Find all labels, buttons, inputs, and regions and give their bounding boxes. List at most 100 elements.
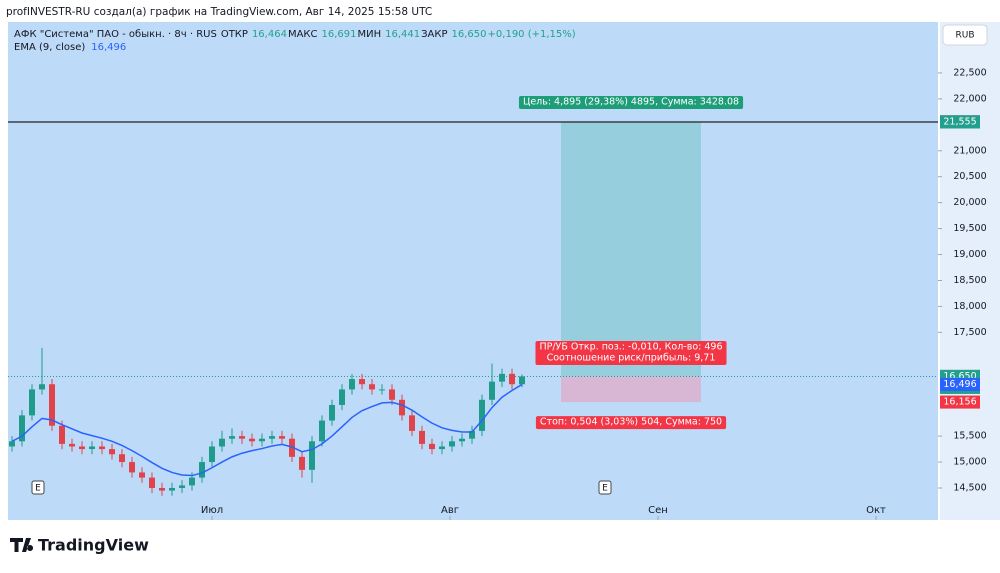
y-tick-label: 20,500 (953, 171, 986, 182)
y-tick-label: 20,000 (953, 197, 986, 208)
ema-line (11, 383, 523, 477)
logo-icon (10, 538, 34, 552)
candle-body (99, 446, 105, 450)
candle-body (39, 384, 45, 390)
price-label-box (940, 377, 980, 391)
header: profINVESTR-RU создал(а) график на Tradi… (6, 6, 432, 18)
event-label: E (602, 484, 608, 494)
plot-area (8, 22, 938, 520)
candle-body (479, 399, 485, 431)
candle-body (19, 415, 25, 442)
stop-label: Стоп: 0,504 (3,03%) 504, Сумма: 750 (540, 417, 722, 428)
y-tick-label: 15,500 (953, 431, 986, 442)
x-tick-label: Окт (866, 505, 886, 516)
candle-body (339, 389, 345, 405)
candle-body (299, 456, 305, 470)
candle-body (89, 446, 95, 450)
y-tick-label: 15,000 (953, 457, 986, 468)
candle-body (509, 373, 515, 385)
price-label: 16,496 (943, 379, 976, 390)
ema-legend-value: 16,496 (91, 42, 126, 53)
candle-body (239, 436, 245, 439)
price-label: 16,156 (943, 397, 976, 408)
price-label-box (940, 115, 980, 129)
pnl-label: ПР/УБ Откр. поз.: -0,010, Кол-во: 496 (539, 342, 722, 353)
candle-body (209, 446, 215, 463)
target-zone (561, 121, 701, 377)
y-tick-label: 18,500 (953, 275, 986, 286)
ema-legend: EMA (9, close) (14, 42, 85, 53)
candle-body (379, 389, 385, 391)
legend-item: 16,441 (385, 29, 420, 40)
event-marker (31, 480, 45, 495)
candle-body (49, 384, 55, 426)
candle-body (59, 425, 65, 444)
price-label: 21,555 (943, 116, 976, 127)
candle-body (469, 430, 475, 439)
candle-body (69, 443, 75, 447)
candle-body (199, 462, 205, 478)
legend-item: АФК "Система" ПАО - обыкн. · 8ч · RUS (14, 29, 217, 40)
currency-button[interactable] (942, 24, 988, 46)
legend-item: 16,650 (452, 29, 487, 40)
x-tick-label: Авг (441, 505, 459, 516)
y-tick-label: 17,500 (953, 327, 986, 338)
candle-body (389, 389, 395, 400)
y-tick-label: 19,500 (953, 223, 986, 234)
y-tick-label: 21,000 (953, 145, 986, 156)
candle-body (399, 399, 405, 416)
candle-body (259, 438, 265, 442)
event-marker (598, 480, 612, 495)
candle-body (219, 438, 225, 447)
candle-body (279, 436, 285, 439)
candle-body (119, 454, 125, 463)
candle-body (439, 446, 445, 450)
pnl-label: Соотношение риск/прибыль: 9,71 (547, 353, 716, 364)
candle-body (329, 404, 335, 421)
legend-item: 16,464 (252, 29, 287, 40)
candle-body (309, 441, 315, 470)
y-tick-label: 22,000 (953, 93, 986, 104)
candle-body (189, 477, 195, 486)
legend-item: МИН (358, 29, 382, 40)
candle-body (449, 441, 455, 447)
candle-body (359, 379, 365, 385)
candle-body (169, 487, 175, 491)
candle-body (129, 462, 135, 473)
candle-body (139, 472, 145, 478)
candle-body (499, 373, 505, 382)
candle-body (519, 376, 525, 385)
price-label: 16,650 (943, 371, 976, 382)
candle-body (159, 487, 165, 491)
candle-body (409, 415, 415, 431)
y-tick-label: 14,500 (953, 482, 986, 493)
legend-item: ЗАКР (421, 29, 447, 40)
candle-body (369, 384, 375, 390)
currency: RUB (955, 31, 974, 41)
x-tick-label: Сен (648, 505, 668, 516)
pnl-label-box (535, 341, 727, 365)
event-label: E (35, 484, 41, 494)
legend-item: +0,190 (+1,15%) (488, 29, 576, 40)
target-label-box (518, 95, 744, 109)
candle-body (229, 436, 235, 439)
candle-body (459, 438, 465, 442)
legend-item: ОТКР (221, 29, 248, 40)
logo: TradingView (38, 536, 149, 555)
candle-body (9, 441, 15, 447)
candle-body (429, 443, 435, 450)
y-tick-label: 19,000 (953, 249, 986, 260)
price-label-box (940, 395, 980, 409)
target-label: Цель: 4,895 (29,38%) 4895, Сумма: 3428.0… (523, 96, 739, 107)
candle-body (349, 379, 355, 390)
stop-label-box (535, 416, 727, 430)
candle-body (179, 485, 185, 488)
x-tick-label: Июл (201, 505, 223, 516)
candle-body (29, 389, 35, 416)
y-tick-label: 22,500 (953, 67, 986, 78)
candle-body (269, 436, 275, 439)
candle-body (149, 477, 155, 488)
candle-body (249, 438, 255, 442)
legend-item: МАКС (288, 29, 318, 40)
